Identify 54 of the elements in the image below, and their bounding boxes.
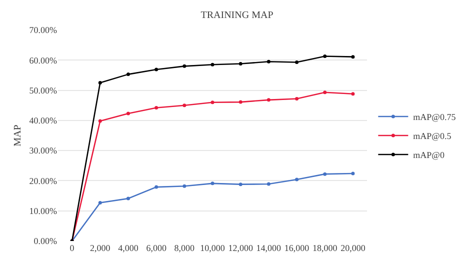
- y-tick-label: 70.00%: [29, 25, 58, 36]
- point: [154, 106, 158, 110]
- y-tick-label: 50.00%: [29, 85, 58, 96]
- point: [266, 60, 270, 64]
- y-tick-label: 20.00%: [29, 176, 58, 186]
- point: [295, 178, 299, 182]
- point: [126, 196, 130, 200]
- point: [295, 60, 299, 64]
- point: [182, 104, 186, 108]
- point: [351, 55, 355, 59]
- y-tick-label: 30.00%: [29, 146, 58, 156]
- x-tick-label: 2,000: [90, 243, 111, 253]
- legend-label: mAP@0: [413, 150, 445, 160]
- point: [210, 62, 214, 66]
- point: [351, 172, 355, 176]
- point: [154, 185, 158, 189]
- x-tick-label: 16,000: [284, 243, 310, 253]
- point: [323, 172, 327, 176]
- point: [295, 96, 299, 100]
- point: [266, 182, 270, 186]
- point: [98, 200, 102, 204]
- point: [323, 54, 327, 58]
- point: [98, 119, 102, 123]
- x-tick-label: 4,000: [118, 243, 139, 253]
- x-tick-label: 18,000: [312, 243, 338, 253]
- y-tick-label: 0.00%: [34, 236, 58, 246]
- point: [210, 100, 214, 104]
- point: [323, 90, 327, 94]
- chart-title: TRAINING MAP: [200, 10, 274, 21]
- point: [238, 100, 242, 104]
- legend-label: mAP@0.5: [413, 131, 452, 142]
- point: [182, 184, 186, 188]
- point: [154, 68, 158, 72]
- point: [238, 62, 242, 66]
- x-tick-label: 12,000: [228, 243, 254, 253]
- x-tick-label: 0: [70, 243, 75, 253]
- x-tick-label: 14,000: [256, 243, 282, 253]
- point: [238, 182, 242, 186]
- legend-label: mAP@0.75: [413, 112, 456, 122]
- point: [126, 112, 130, 116]
- x-tick-label: 10,000: [200, 243, 226, 253]
- point: [98, 81, 102, 84]
- y-tick-label: 10.00%: [29, 206, 58, 216]
- point: [210, 182, 214, 186]
- y-tick-label: 60.00%: [29, 55, 58, 66]
- x-tick-label: 20,000: [340, 243, 366, 253]
- point: [182, 64, 186, 68]
- x-tick-label: 6,000: [146, 243, 167, 253]
- x-tick-label: 8,000: [174, 243, 196, 253]
- y-tick-label: 40.00%: [29, 116, 58, 126]
- point: [126, 72, 130, 76]
- point: [351, 92, 355, 96]
- point: [266, 98, 270, 102]
- y-axis-title: MAP: [12, 124, 24, 146]
